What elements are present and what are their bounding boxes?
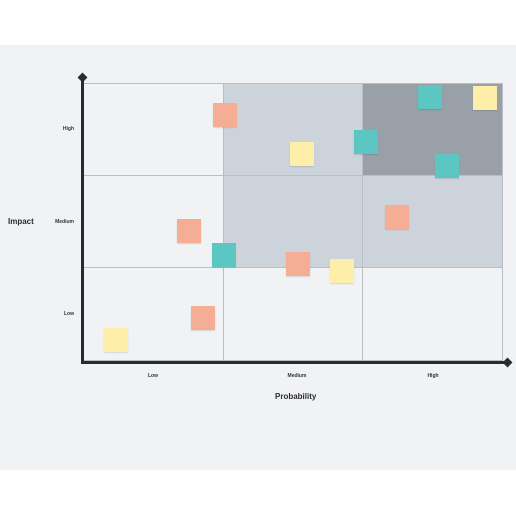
sticky-note-salmon[interactable] — [213, 103, 238, 128]
matrix-cell-low — [84, 83, 224, 176]
x-axis-title: Probability — [275, 392, 317, 401]
sticky-note-yellow[interactable] — [289, 142, 314, 167]
y-tick-high: High — [62, 126, 74, 132]
sticky-note-yellow[interactable] — [472, 85, 497, 110]
sticky-note-yellow[interactable] — [104, 327, 129, 352]
risk-matrix-grid — [84, 83, 503, 361]
matrix-cell-low — [363, 268, 503, 361]
sticky-note-teal[interactable] — [418, 84, 443, 109]
sticky-note-teal[interactable] — [435, 154, 460, 179]
sticky-note-teal[interactable] — [354, 130, 379, 155]
sticky-note-yellow[interactable] — [330, 259, 355, 284]
x-tick-medium: Medium — [287, 373, 307, 379]
x-tick-low: Low — [148, 373, 158, 379]
sticky-note-salmon[interactable] — [285, 251, 310, 276]
sticky-note-salmon[interactable] — [176, 219, 201, 244]
sticky-note-salmon[interactable] — [190, 306, 215, 331]
sticky-note-salmon[interactable] — [384, 205, 409, 230]
x-tick-high: High — [427, 373, 439, 379]
y-axis-title: Impact — [8, 217, 34, 226]
matrix-cell-low — [84, 175, 224, 269]
y-tick-low: Low — [64, 311, 74, 317]
matrix-cell-low — [223, 268, 364, 361]
sticky-note-teal[interactable] — [211, 243, 236, 268]
y-tick-medium: Medium — [55, 219, 74, 225]
x-axis-line — [81, 361, 507, 364]
y-axis-line — [81, 78, 84, 364]
